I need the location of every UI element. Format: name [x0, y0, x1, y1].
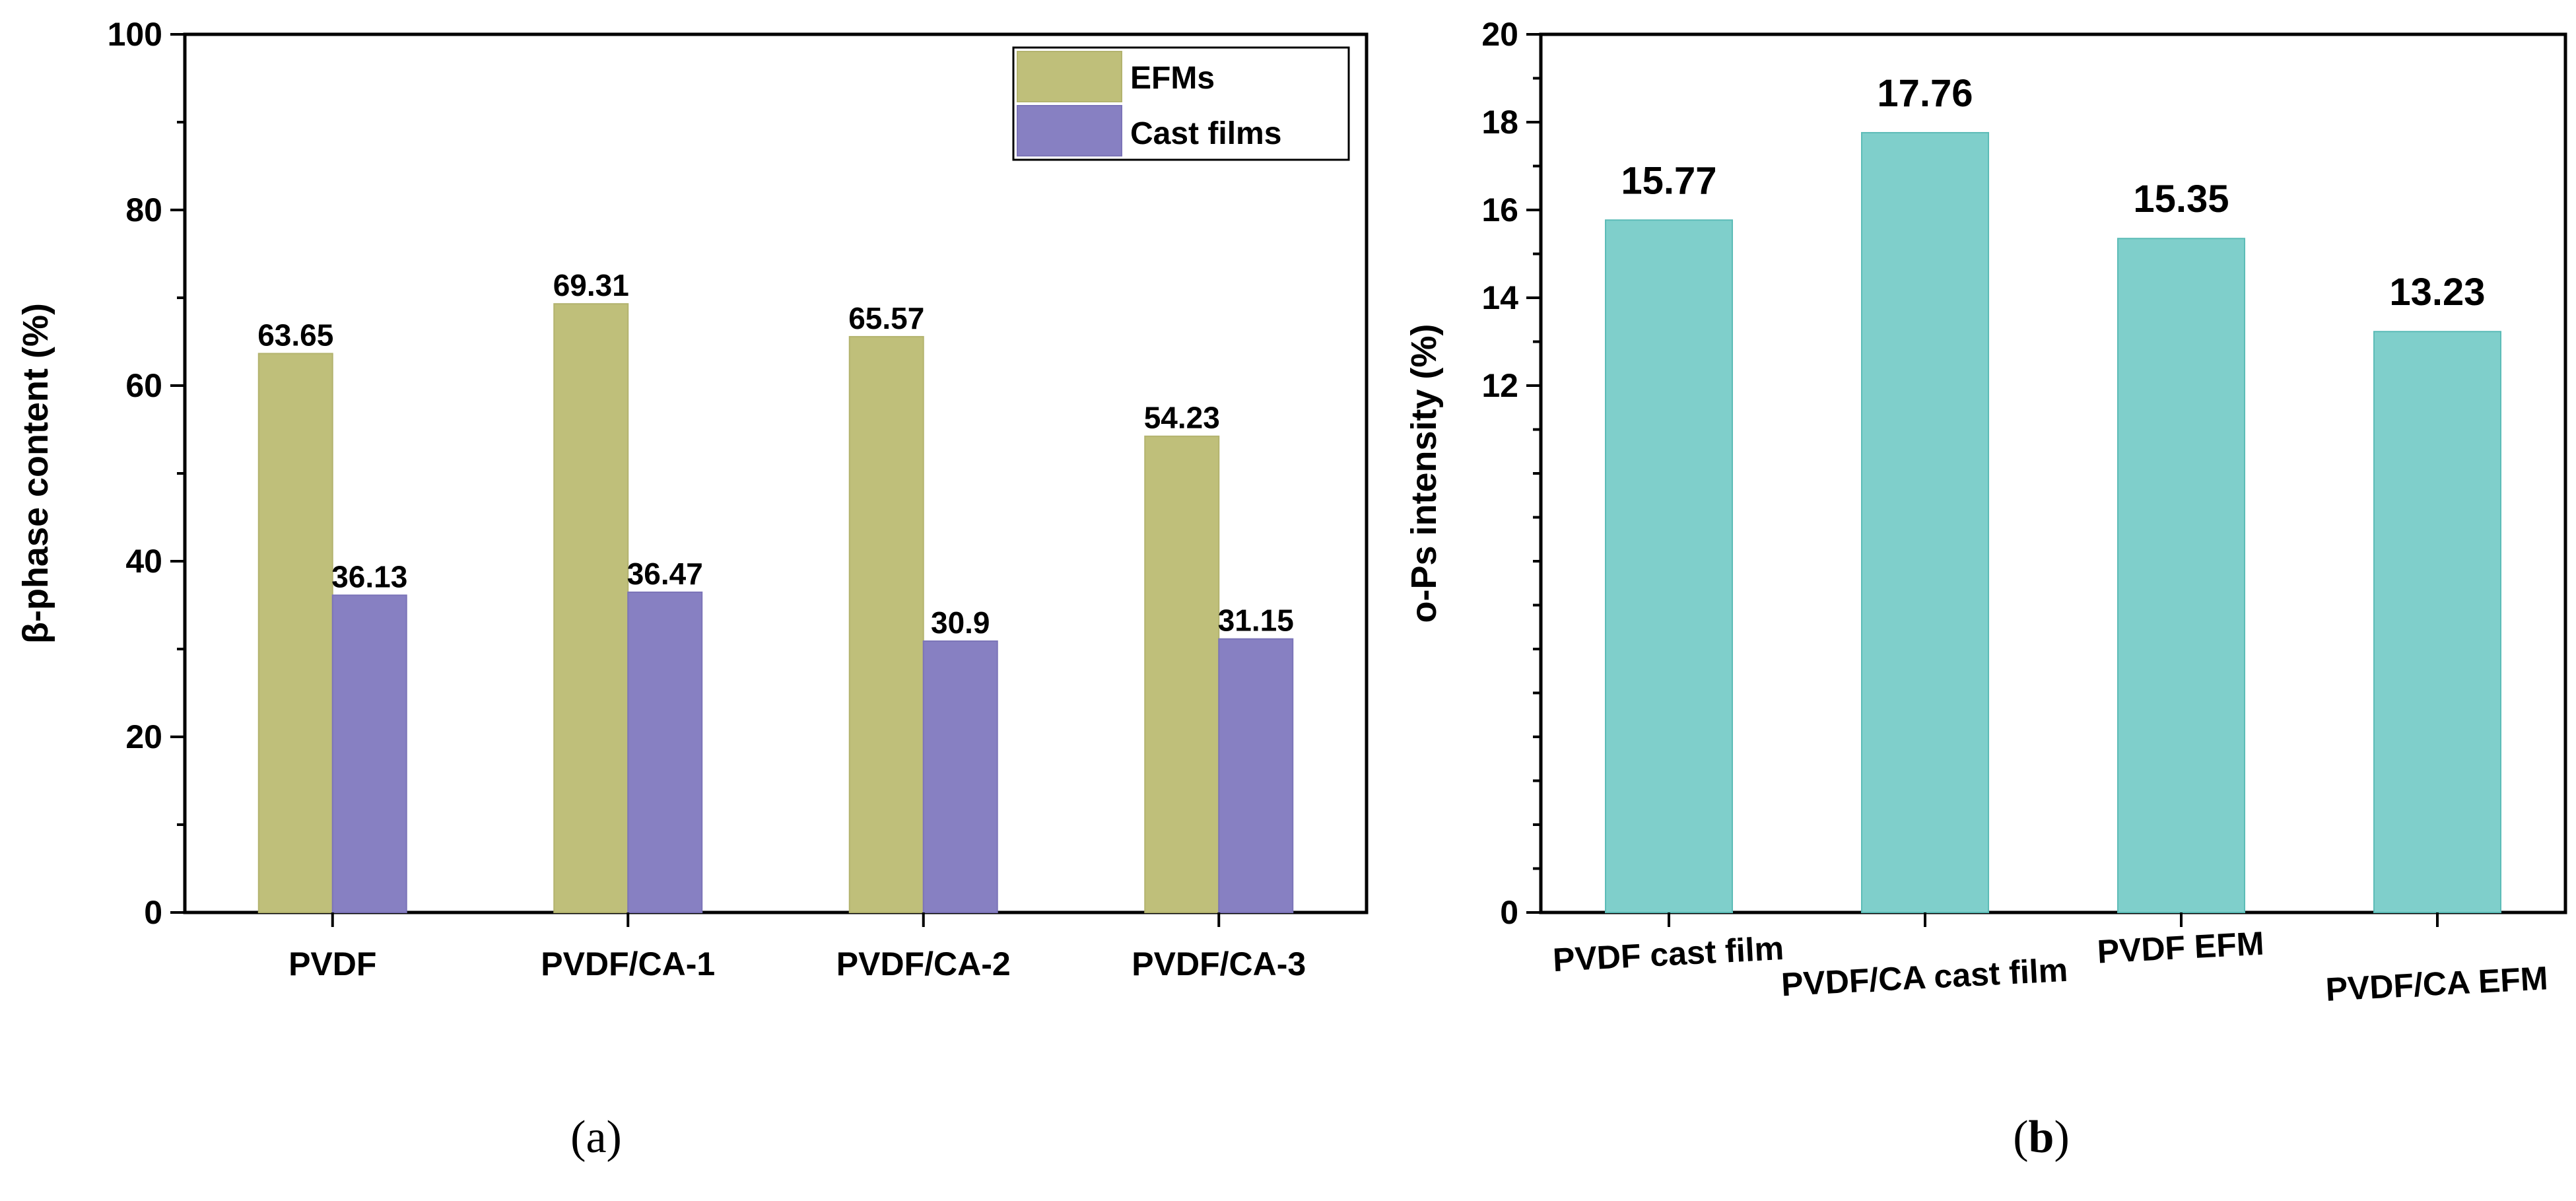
- chart-a-y-tick-label: 80: [125, 191, 162, 228]
- chart-a-y-axis-label: β-phase content (%): [16, 303, 55, 644]
- chart-b: 0 12 14 16 18 20 15.77 17.76 15.35 13.23 PVDF ca…: [1404, 16, 2567, 1163]
- chart-a-bar-cast-films: [1218, 638, 1294, 914]
- chart-a-x-tick-label: PVDF/CA-1: [541, 945, 715, 982]
- chart-a-x-tick-label: PVDF/CA-3: [1132, 945, 1306, 982]
- chart-a-x-tick-label: PVDF: [288, 945, 376, 982]
- chart-a-bar-cast-films: [331, 594, 407, 913]
- chart-b-y-tick-label: 14: [1481, 279, 1518, 316]
- chart-b-x-tick-label: PVDF/CA cast film: [1780, 951, 2069, 1004]
- panel-label-a: (a): [570, 1112, 622, 1163]
- chart-a-bar-efms: [257, 353, 333, 913]
- legend-label-cast-films: Cast films: [1130, 116, 1281, 151]
- chart-b-y-tick-label: 20: [1481, 16, 1518, 53]
- chart-a-data-label: 69.31: [553, 268, 629, 302]
- legend-swatch-efms: [1017, 51, 1122, 102]
- chart-a-y-ticks: 0 20 40 60 80 100: [108, 16, 185, 931]
- panel-label-b-close: ): [2054, 1112, 2069, 1163]
- panel-label-b: (b): [2013, 1112, 2070, 1163]
- chart-a-bar-cast-films: [627, 591, 703, 913]
- legend-swatch-cast-films: [1017, 105, 1122, 156]
- chart-b-y-tick-label: 0: [1500, 894, 1518, 931]
- chart-a-x-tick-label: PVDF/CA-2: [836, 945, 1011, 982]
- legend-label-efms: EFMs: [1130, 61, 1215, 96]
- chart-a-bar-efms: [553, 303, 629, 913]
- chart-a: 0 20 40 60 80 100 63.65 36.13 69.31 36.47 65.57 30…: [16, 16, 1369, 1163]
- chart-a-y-tick-label: 100: [108, 16, 162, 53]
- chart-b-x-tick-label: PVDF cast film: [1552, 930, 1785, 978]
- chart-a-y-tick-label: 60: [125, 367, 162, 404]
- chart-a-data-label: 63.65: [257, 318, 333, 352]
- chart-a-y-tick-label: 20: [125, 718, 162, 755]
- chart-a-data-label: 31.15: [1218, 603, 1294, 638]
- chart-a-y-tick-label: 40: [125, 543, 162, 580]
- chart-b-y-tick-label: 16: [1481, 191, 1518, 228]
- chart-b-x-tick-label: PVDF/CA EFM: [2324, 959, 2549, 1008]
- panel-label-b-letter: b: [2029, 1112, 2054, 1163]
- chart-a-x-ticks: PVDF PVDF/CA-1 PVDF/CA-2 PVDF/CA-3: [288, 912, 1306, 982]
- chart-a-bar-efms: [1144, 435, 1220, 913]
- chart-a-y-tick-label: 0: [144, 894, 162, 931]
- chart-b-bar: [2373, 331, 2501, 913]
- chart-a-data-label: 36.47: [627, 557, 703, 591]
- chart-b-y-ticks: 0 12 14 16 18 20: [1481, 16, 1541, 931]
- chart-a-bar-cast-films: [922, 640, 998, 914]
- chart-b-data-label: 15.35: [2133, 178, 2229, 221]
- chart-b-bars: 15.77 17.76 15.35 13.23: [1605, 72, 2501, 914]
- chart-b-bar: [1605, 219, 1733, 913]
- chart-a-data-label: 54.23: [1144, 401, 1220, 435]
- chart-a-data-label: 65.57: [848, 301, 924, 335]
- chart-b-y-axis-label: o-Ps intensity (%): [1404, 324, 1444, 623]
- chart-b-data-label: 13.23: [2389, 271, 2485, 314]
- chart-b-x-tick-label: PVDF EFM: [2096, 924, 2264, 970]
- chart-b-data-label: 15.77: [1621, 159, 1716, 202]
- chart-a-legend: EFMs Cast films: [1012, 46, 1350, 161]
- chart-a-data-label: 36.13: [331, 559, 407, 594]
- chart-b-y-tick-label: 12: [1481, 367, 1518, 404]
- chart-b-y-tick-label: 18: [1481, 104, 1518, 141]
- chart-b-bar: [1861, 131, 1989, 914]
- panel-label-b-open: (: [2013, 1112, 2028, 1163]
- chart-a-bars: 63.65 36.13 69.31 36.47 65.57 30.9 54.23 31.15: [257, 268, 1294, 914]
- chart-b-data-label: 17.76: [1877, 72, 1973, 115]
- chart-a-data-label: 30.9: [931, 605, 990, 640]
- chart-b-bar: [2117, 238, 2245, 914]
- chart-a-bar-efms: [848, 335, 924, 913]
